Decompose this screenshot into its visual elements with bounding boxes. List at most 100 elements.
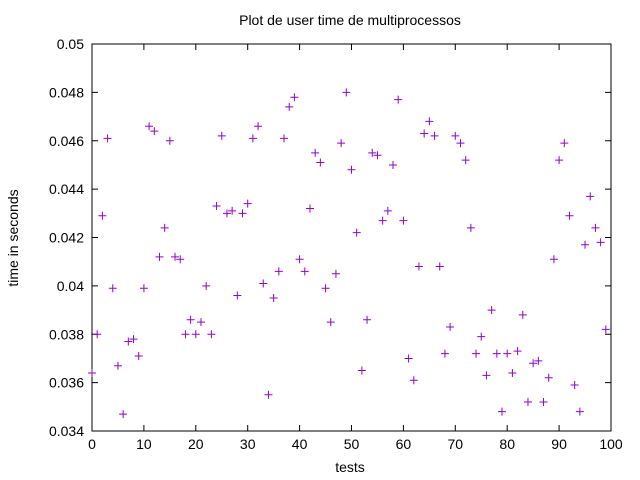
data-point — [518, 310, 527, 319]
data-point — [363, 315, 372, 324]
data-point — [565, 211, 574, 220]
data-point — [155, 252, 164, 261]
data-point — [285, 102, 294, 111]
data-point — [368, 148, 377, 157]
y-tick-label: 0.038 — [49, 326, 84, 342]
data-point — [498, 407, 507, 416]
data-point — [430, 131, 439, 140]
data-point — [134, 352, 143, 361]
y-tick-label: 0.048 — [49, 84, 84, 100]
data-point — [389, 160, 398, 169]
data-point — [409, 376, 418, 385]
data-point — [316, 158, 325, 167]
data-point — [425, 117, 434, 126]
axis-ticks: 0 10 20 30 40 50 60 70 80 90 100 0.034 0.036 0.038 0.0… — [49, 36, 623, 452]
data-point — [150, 127, 159, 136]
data-point — [404, 354, 413, 363]
data-point — [352, 228, 361, 237]
data-point — [487, 306, 496, 315]
data-point — [373, 151, 382, 160]
x-axis-label: tests — [335, 459, 365, 475]
data-point — [207, 330, 216, 339]
x-tick-label: 80 — [499, 436, 515, 452]
data-point — [113, 361, 122, 370]
x-tick-label: 50 — [344, 436, 360, 452]
data-point — [139, 284, 148, 293]
data-point — [347, 165, 356, 174]
data-point — [451, 131, 460, 140]
data-point — [274, 267, 283, 276]
data-point — [108, 284, 117, 293]
data-point — [165, 136, 174, 145]
data-point — [357, 366, 366, 375]
plot-frame — [91, 43, 612, 432]
data-point — [103, 134, 112, 143]
data-point — [399, 216, 408, 225]
y-tick-label: 0.05 — [57, 36, 84, 52]
data-point — [513, 347, 522, 356]
x-tick-label: 60 — [396, 436, 412, 452]
data-point — [176, 255, 185, 264]
data-point — [523, 397, 532, 406]
data-point — [342, 88, 351, 97]
data-point — [570, 381, 579, 390]
data-point — [202, 281, 211, 290]
x-tick-label: 70 — [448, 436, 464, 452]
data-point — [482, 371, 491, 380]
data-point — [456, 139, 465, 148]
data-point — [383, 206, 392, 215]
data-point — [254, 122, 263, 131]
data-point — [181, 330, 190, 339]
data-point — [191, 330, 200, 339]
data-point — [280, 134, 289, 143]
data-point — [326, 318, 335, 327]
data-point — [435, 262, 444, 271]
data-point — [596, 238, 605, 247]
data-points — [88, 88, 610, 419]
data-point — [321, 284, 330, 293]
data-point — [248, 134, 257, 143]
data-point — [591, 223, 600, 232]
x-tick-label: 30 — [240, 436, 256, 452]
data-point — [98, 211, 107, 220]
data-point — [529, 359, 538, 368]
y-tick-label: 0.042 — [49, 230, 84, 246]
data-point — [88, 368, 96, 377]
data-point — [186, 315, 195, 324]
data-point — [160, 223, 169, 232]
data-point — [440, 349, 449, 358]
data-point — [196, 318, 205, 327]
data-point — [228, 206, 237, 215]
data-point — [243, 199, 252, 208]
data-point — [601, 325, 610, 334]
data-point — [171, 252, 180, 261]
data-point — [269, 293, 278, 302]
data-point — [222, 209, 231, 218]
data-point — [414, 262, 423, 271]
data-point — [311, 148, 320, 157]
data-point — [119, 410, 128, 419]
x-tick-label: 20 — [188, 436, 204, 452]
data-point — [492, 349, 501, 358]
data-point — [581, 240, 590, 249]
x-tick-label: 0 — [88, 436, 96, 452]
chart-title: Plot de user time de multiprocessos — [239, 12, 461, 28]
data-point — [420, 129, 429, 138]
data-point — [555, 156, 564, 165]
data-point — [124, 337, 133, 346]
data-point — [264, 390, 273, 399]
data-point — [259, 279, 268, 288]
data-point — [544, 373, 553, 382]
x-tick-label: 40 — [292, 436, 308, 452]
data-point — [472, 349, 481, 358]
data-point — [534, 356, 543, 365]
x-tick-label: 100 — [599, 436, 623, 452]
data-point — [394, 95, 403, 104]
y-tick-label: 0.044 — [49, 181, 84, 197]
data-point — [290, 93, 299, 102]
data-point — [217, 131, 226, 140]
data-point — [539, 397, 548, 406]
data-point — [461, 156, 470, 165]
data-point — [93, 330, 102, 339]
